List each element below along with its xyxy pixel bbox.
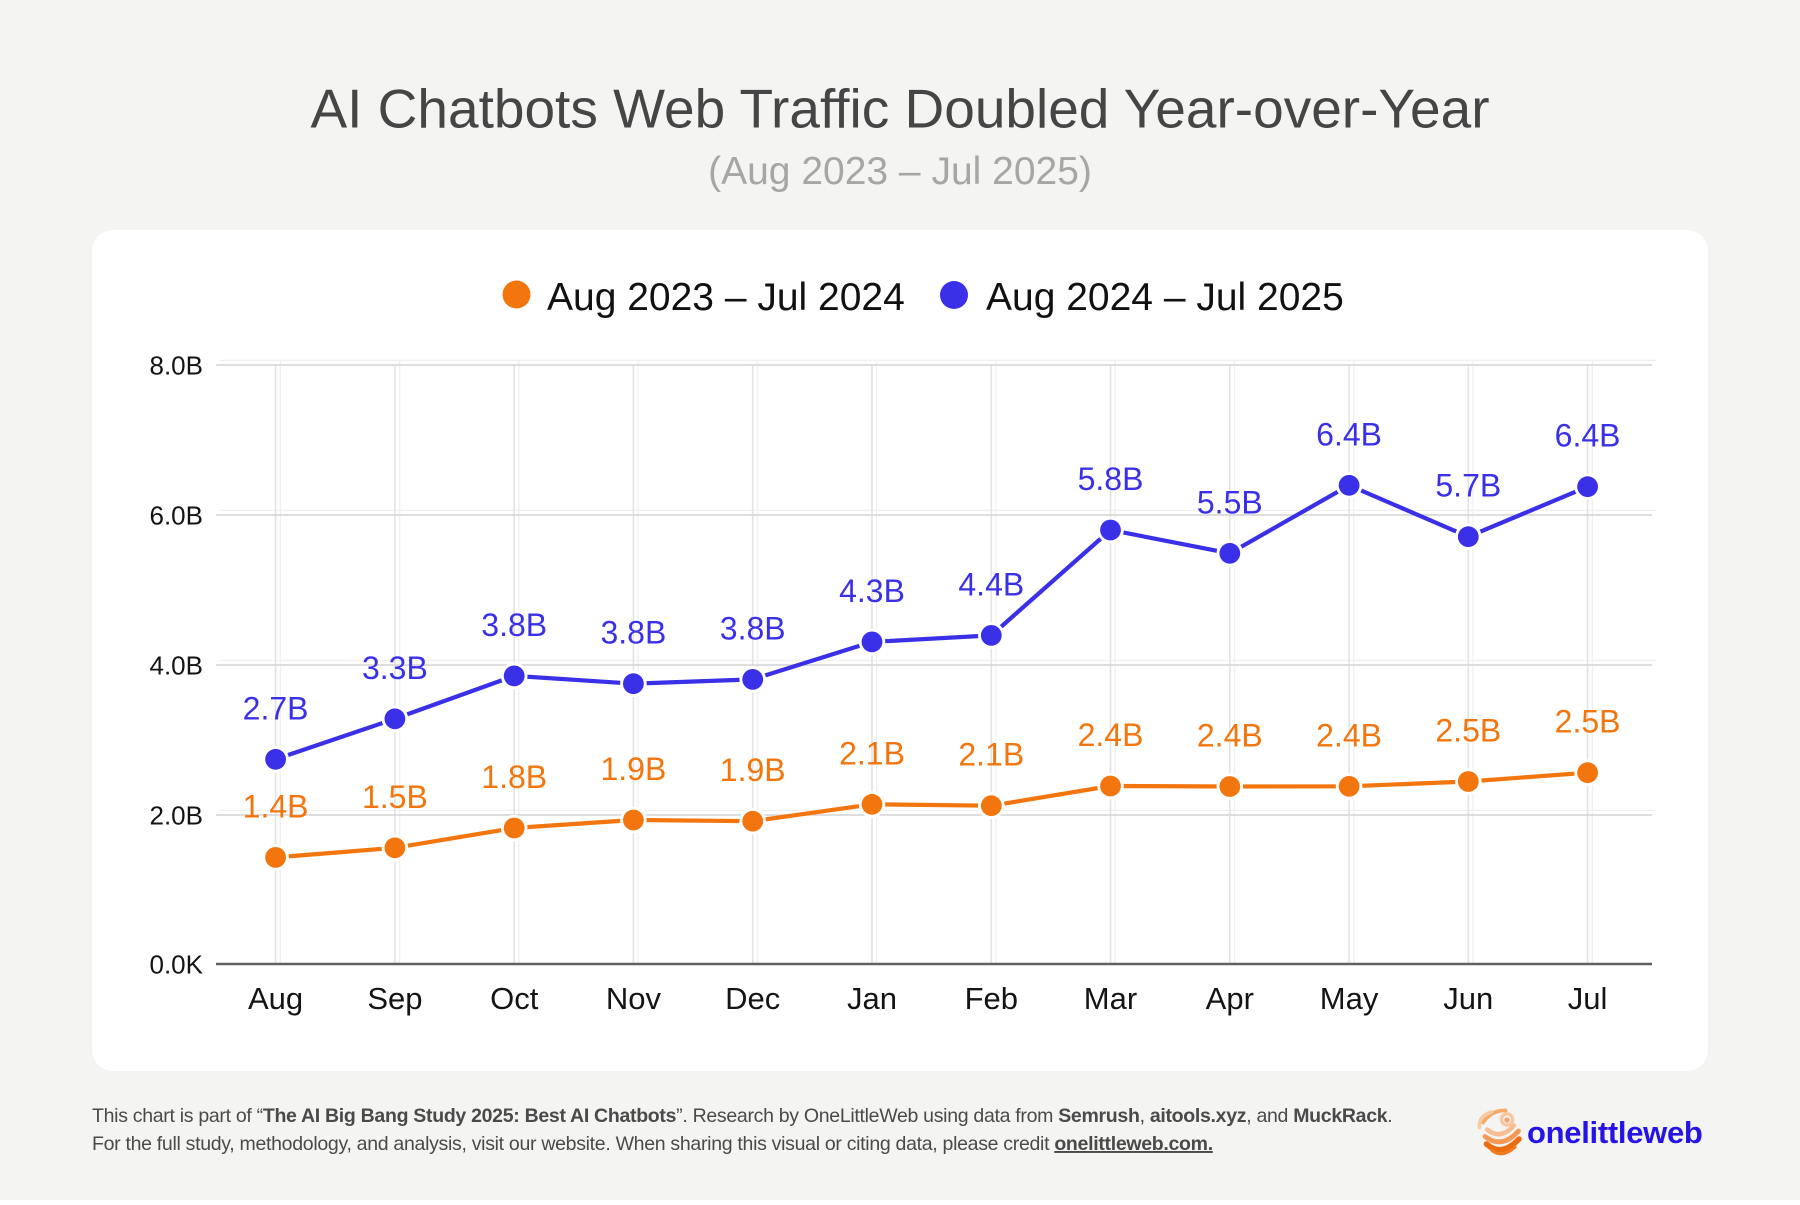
svg-text:Nov: Nov — [606, 981, 662, 1016]
svg-text:2.7B: 2.7B — [243, 690, 309, 726]
svg-text:2.5B: 2.5B — [1435, 713, 1501, 749]
svg-text:4.3B: 4.3B — [839, 573, 905, 609]
svg-text:3.8B: 3.8B — [481, 607, 547, 643]
svg-text:8.0B: 8.0B — [150, 351, 204, 381]
svg-text:Aug 2024 – Jul 2025: Aug 2024 – Jul 2025 — [986, 276, 1344, 319]
svg-text:2.4B: 2.4B — [1197, 718, 1263, 754]
svg-text:2.4B: 2.4B — [1316, 717, 1382, 753]
svg-text:Jul: Jul — [1568, 981, 1608, 1016]
svg-text:2.1B: 2.1B — [839, 735, 905, 771]
svg-text:1.9B: 1.9B — [720, 752, 786, 788]
svg-text:6.0B: 6.0B — [150, 501, 204, 531]
svg-text:Dec: Dec — [725, 981, 780, 1016]
svg-text:2.1B: 2.1B — [958, 737, 1024, 773]
svg-text:Sep: Sep — [367, 981, 422, 1016]
svg-text:Feb: Feb — [965, 981, 1018, 1016]
svg-text:4.4B: 4.4B — [958, 566, 1024, 602]
svg-text:May: May — [1320, 981, 1379, 1016]
svg-text:1.5B: 1.5B — [362, 779, 428, 815]
svg-text:5.5B: 5.5B — [1197, 484, 1263, 520]
svg-text:This chart is part of “The AI: This chart is part of “The AI Big Bang S… — [92, 1105, 1392, 1127]
svg-text:3.8B: 3.8B — [720, 610, 786, 646]
svg-text:2.4B: 2.4B — [1078, 717, 1144, 753]
svg-text:6.4B: 6.4B — [1555, 418, 1621, 454]
svg-text:onelittleweb: onelittleweb — [1527, 1115, 1703, 1150]
svg-text:Mar: Mar — [1084, 981, 1137, 1016]
svg-text:6.4B: 6.4B — [1316, 416, 1382, 452]
svg-text:Oct: Oct — [490, 981, 539, 1016]
svg-text:4.0B: 4.0B — [150, 651, 204, 681]
svg-text:3.3B: 3.3B — [362, 650, 428, 686]
svg-text:Aug: Aug — [248, 981, 303, 1016]
svg-text:(Aug 2023 – Jul 2025): (Aug 2023 – Jul 2025) — [708, 150, 1092, 193]
svg-text:2.0B: 2.0B — [150, 801, 204, 831]
svg-text:Jan: Jan — [847, 981, 897, 1016]
svg-text:2.5B: 2.5B — [1555, 704, 1621, 740]
svg-text:For the full study, methodolog: For the full study, methodology, and ana… — [92, 1133, 1213, 1155]
svg-text:1.4B: 1.4B — [243, 788, 309, 824]
svg-text:3.8B: 3.8B — [600, 615, 666, 651]
svg-text:5.8B: 5.8B — [1078, 461, 1144, 497]
svg-text:1.9B: 1.9B — [600, 751, 666, 787]
svg-text:5.7B: 5.7B — [1435, 468, 1501, 504]
svg-text:1.8B: 1.8B — [481, 759, 547, 795]
svg-text:Jun: Jun — [1443, 981, 1493, 1016]
svg-text:AI Chatbots Web Traffic Double: AI Chatbots Web Traffic Doubled Year-ove… — [310, 78, 1489, 140]
svg-text:0.0K: 0.0K — [150, 950, 204, 980]
svg-text:Aug 2023 – Jul 2024: Aug 2023 – Jul 2024 — [547, 276, 905, 319]
svg-text:Apr: Apr — [1206, 981, 1254, 1016]
